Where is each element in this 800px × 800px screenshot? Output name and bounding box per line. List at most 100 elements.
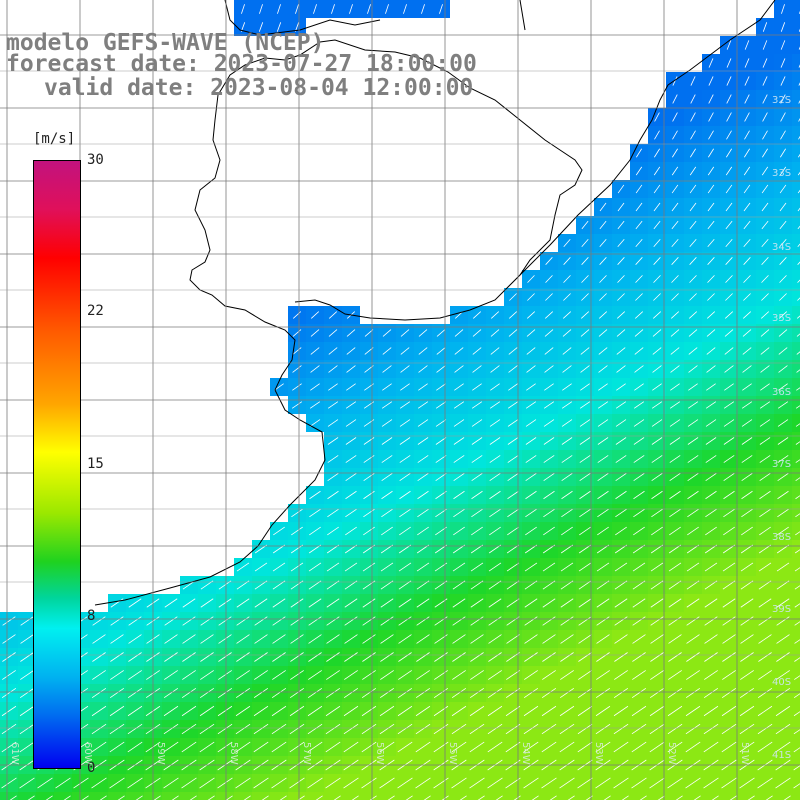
wind-arrow: [435, 401, 447, 409]
wind-arrow: [363, 490, 375, 500]
wind-arrow: [615, 401, 627, 409]
wind-arrow: [527, 293, 535, 301]
wind-arrow: [632, 670, 646, 680]
wind-arrow: [163, 687, 179, 699]
wind-arrow: [725, 257, 733, 265]
wind-arrow: [796, 387, 800, 391]
wind-arrow: [189, 795, 197, 800]
wind-arrow: [276, 22, 282, 32]
wind-arrow: [291, 526, 303, 536]
wind-arrow: [508, 311, 518, 319]
wind-arrow: [369, 795, 377, 800]
wind-cell: [792, 738, 800, 756]
wind-arrow: [199, 687, 215, 699]
wind-arrow: [541, 741, 557, 753]
wind-arrow: [649, 723, 665, 735]
wind-arrow: [779, 238, 787, 248]
wind-arrow: [417, 455, 429, 463]
wind-cell: [684, 792, 702, 800]
wind-arrow: [761, 293, 769, 301]
wind-arrow: [580, 311, 590, 319]
wind-arrow: [633, 401, 645, 409]
wind-arrow: [19, 723, 35, 735]
wind-cell: [450, 792, 468, 800]
wind-arrow: [253, 687, 269, 699]
wind-arrow: [508, 365, 518, 373]
wind-arrow: [217, 705, 233, 717]
wind-arrow: [507, 455, 519, 463]
wind-arrow: [560, 616, 574, 626]
wind-arrow: [617, 220, 625, 230]
wind-cell: [792, 486, 800, 504]
wind-arrow: [453, 455, 465, 463]
wind-arrow: [775, 705, 791, 717]
wind-arrow: [400, 329, 410, 337]
wind-arrow: [343, 705, 359, 717]
wind-cell: [18, 792, 36, 800]
wind-arrow: [218, 634, 232, 644]
wind-arrow: [706, 329, 716, 337]
lon-label: 53W: [593, 742, 604, 765]
wind-arrow: [597, 473, 609, 481]
wind-cell: [522, 792, 540, 800]
wind-arrow: [544, 311, 554, 319]
wind-arrow: [651, 437, 663, 445]
wind-arrow: [598, 311, 608, 319]
wind-arrow: [417, 490, 429, 500]
wind-arrow: [598, 365, 608, 373]
wind-arrow: [379, 687, 395, 699]
wind-cell: [648, 792, 666, 800]
wind-arrow: [525, 490, 537, 500]
wind-arrow: [635, 257, 643, 265]
wind-arrow: [634, 383, 644, 391]
wind-arrow: [470, 598, 484, 608]
wind-arrow: [667, 705, 683, 717]
wind-arrow: [580, 347, 590, 355]
wind-arrow: [524, 562, 538, 572]
wind-arrow: [453, 401, 465, 409]
wind-arrow: [757, 723, 773, 735]
wind-arrow: [741, 419, 753, 427]
wind-arrow: [164, 634, 178, 644]
wind-arrow: [704, 634, 718, 644]
wind-arrow: [689, 184, 697, 194]
wind-arrow: [92, 616, 106, 626]
wind-arrow: [724, 383, 734, 391]
wind-cell: [324, 792, 342, 800]
wind-arrow: [477, 795, 485, 800]
wind-arrow: [597, 401, 609, 409]
wind-arrow: [295, 4, 299, 14]
lon-label: 59W: [155, 742, 166, 765]
wind-arrow: [470, 634, 484, 644]
wind-cell: [792, 648, 800, 666]
wind-cell: [792, 684, 800, 702]
wind-arrow: [135, 795, 143, 800]
wind-arrow: [487, 687, 503, 699]
wind-arrow: [597, 490, 609, 500]
wind-arrow: [271, 705, 287, 717]
wind-cell: [54, 792, 72, 800]
wind-arrow: [795, 423, 800, 427]
wind-arrow: [567, 795, 575, 800]
wind-arrow: [578, 562, 592, 572]
wind-arrow: [327, 490, 339, 500]
wind-arrow: [560, 652, 574, 662]
wind-arrow: [672, 112, 678, 122]
wind-arrow: [775, 687, 791, 699]
wind-cell: [504, 792, 522, 800]
wind-arrow: [379, 777, 395, 789]
wind-arrow: [441, 795, 449, 800]
wind-arrow: [273, 526, 285, 536]
wind-cell: [360, 792, 378, 800]
wind-arrow: [613, 741, 629, 753]
wind-arrow: [617, 257, 625, 265]
wind-arrow: [349, 4, 353, 14]
wind-arrow: [559, 777, 575, 789]
wind-arrow: [657, 795, 665, 800]
wind-arrow: [760, 383, 770, 391]
wind-arrow: [182, 634, 196, 644]
wind-arrow: [292, 347, 302, 355]
wind-cell: [792, 468, 800, 486]
wind-arrow: [325, 687, 341, 699]
wind-arrow: [523, 777, 539, 789]
